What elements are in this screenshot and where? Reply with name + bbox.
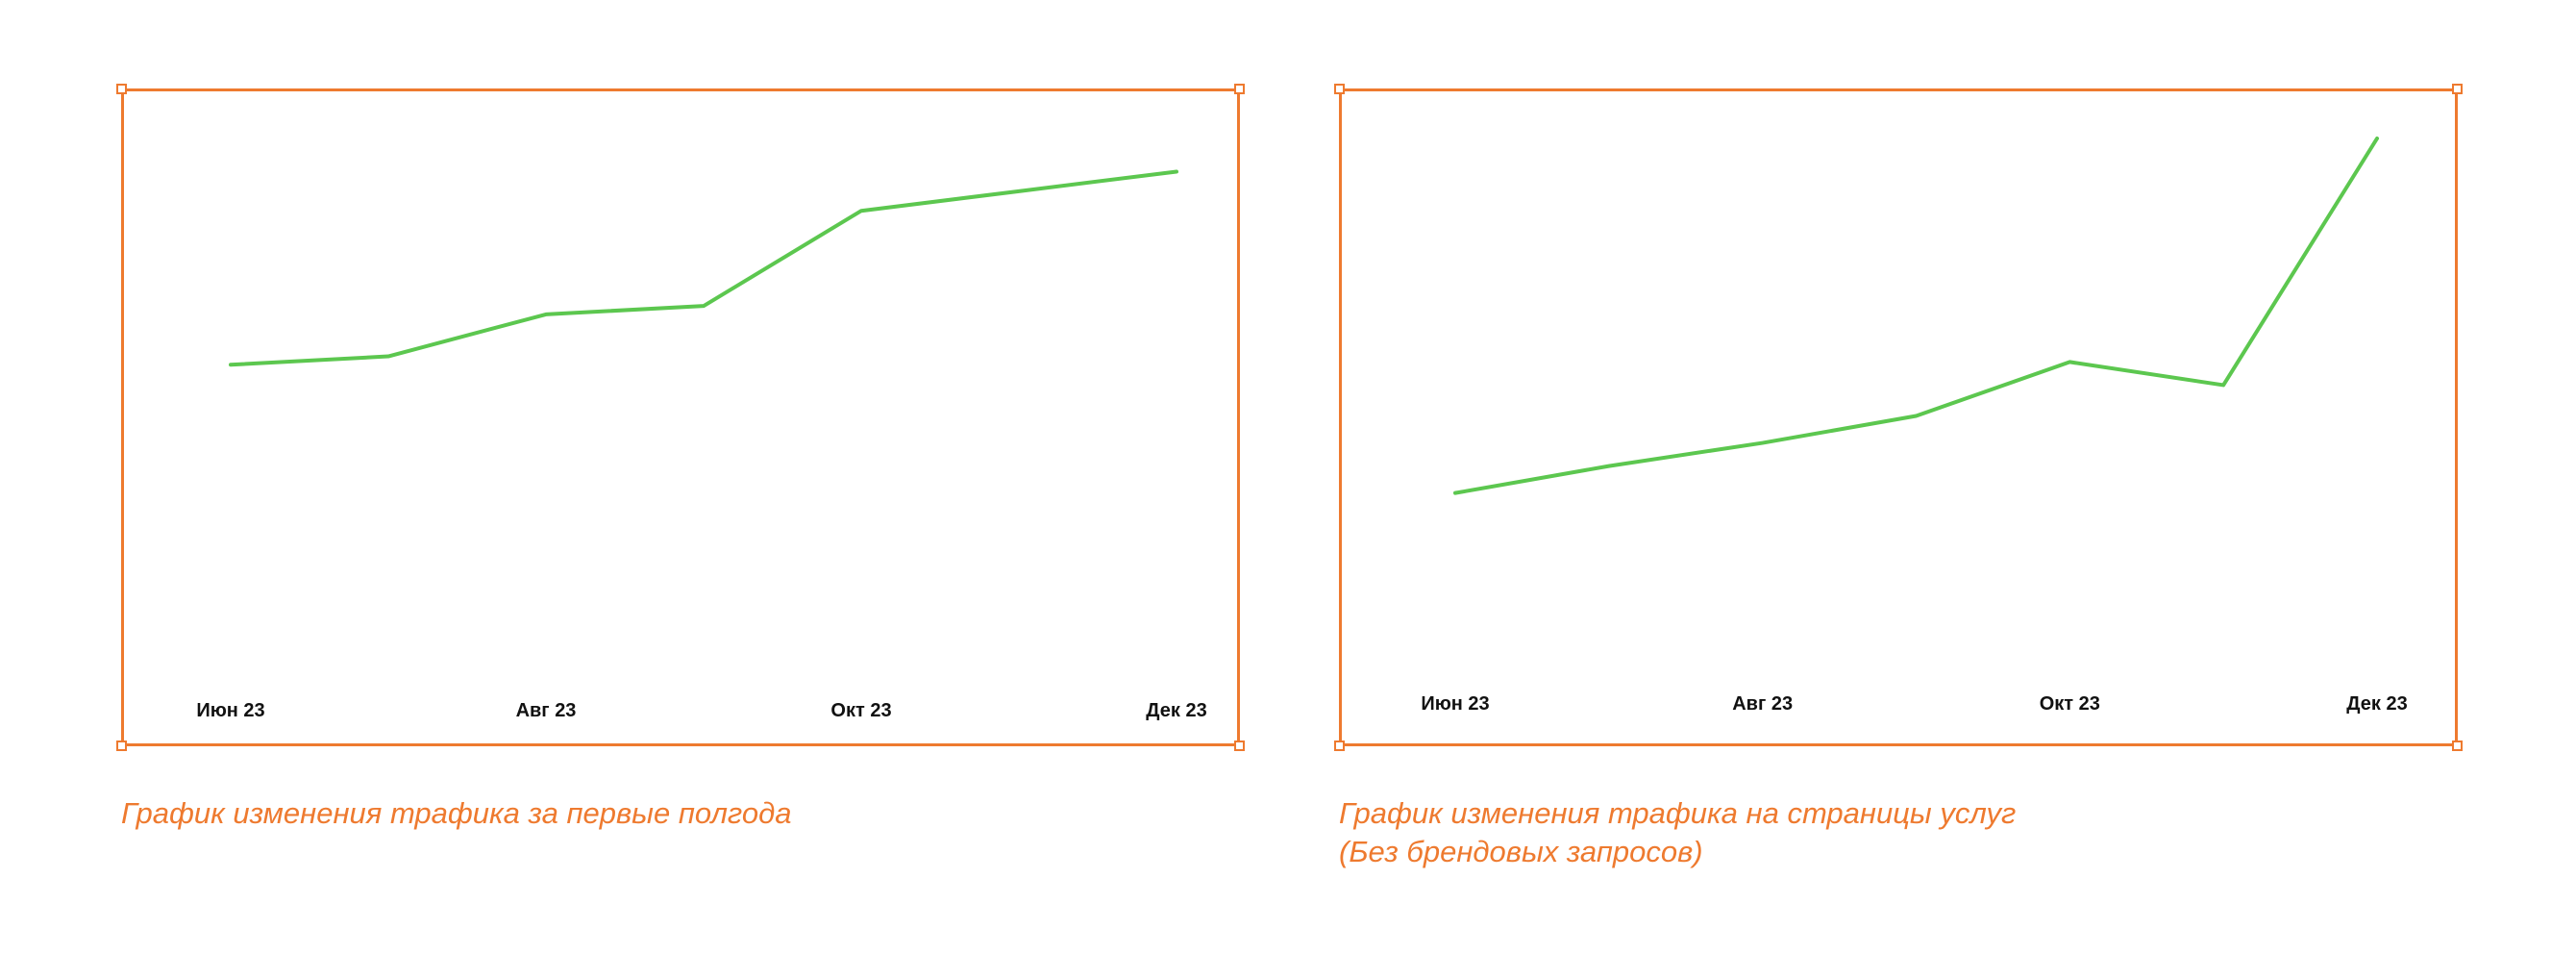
chart-frame-traffic-services: Июн 23 Авг 23 Окт 23 Дек 23 [1334, 84, 2463, 751]
x-tick-label: Окт 23 [2040, 693, 2100, 715]
caption-line: (Без брендовых запросов) [1339, 835, 1703, 868]
resize-handle-bottom-left[interactable] [116, 741, 127, 751]
chart-caption-services: График изменения трафика на страницы усл… [1339, 794, 2016, 871]
series-line [1453, 137, 2379, 495]
resize-handle-top-right[interactable] [1234, 84, 1245, 94]
x-tick-label: Авг 23 [1732, 693, 1793, 715]
x-tick-label: Дек 23 [2346, 693, 2407, 715]
line-chart-traffic-half-year: Июн 23 Авг 23 Окт 23 Дек 23 [196, 122, 1207, 721]
chart-caption-half-year: График изменения трафика за первые полго… [121, 794, 792, 833]
resize-handle-top-right[interactable] [2452, 84, 2463, 94]
resize-handle-bottom-right[interactable] [1234, 741, 1245, 751]
resize-handle-top-left[interactable] [1334, 84, 1345, 94]
x-tick-label: Окт 23 [830, 700, 891, 721]
x-tick-label: Авг 23 [516, 700, 577, 721]
caption-line: График изменения трафика за первые полго… [121, 796, 792, 830]
series-line [229, 169, 1178, 367]
caption-line: График изменения трафика на страницы усл… [1339, 796, 2017, 830]
resize-handle-top-left[interactable] [116, 84, 127, 94]
resize-handle-bottom-left[interactable] [1334, 741, 1345, 751]
line-chart-traffic-services: Июн 23 Авг 23 Окт 23 Дек 23 [1421, 137, 2408, 715]
resize-handle-bottom-right[interactable] [2452, 741, 2463, 751]
x-tick-label: Июн 23 [196, 700, 264, 721]
chart-frame-traffic-half-year: Июн 23 Авг 23 Окт 23 Дек 23 [116, 84, 1245, 751]
x-tick-label: Дек 23 [1146, 700, 1206, 721]
x-tick-label: Июн 23 [1421, 693, 1489, 715]
